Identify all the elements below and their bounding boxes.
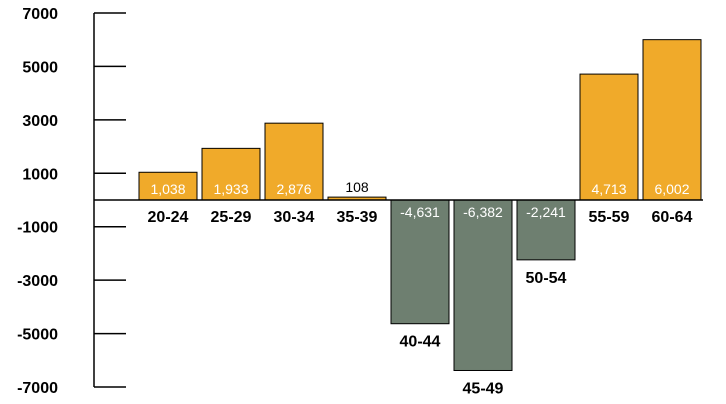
- bar-50-54: [516, 199, 576, 261]
- category-label: 30-34: [274, 209, 315, 226]
- category-label: 45-49: [463, 380, 504, 397]
- data-label: 1,038: [150, 181, 185, 197]
- bar-60-64: [642, 39, 702, 201]
- bar-55-59: [579, 73, 639, 201]
- y-tick-label: 7000: [22, 6, 58, 23]
- y-tick-label: -3000: [17, 273, 58, 290]
- category-label: 60-64: [652, 209, 693, 226]
- category-labels: 20-24 25-29 30-34 35-39 40-44 45-49 50-54 55-59…: [148, 209, 693, 397]
- category-label: 40-44: [400, 334, 441, 351]
- data-label: -2,241: [526, 204, 566, 220]
- y-tick-label: 3000: [22, 113, 58, 130]
- category-label: 50-54: [526, 270, 567, 287]
- data-label: 2,876: [276, 181, 311, 197]
- data-label: 1,933: [213, 181, 248, 197]
- y-tick-label: -5000: [17, 327, 58, 344]
- y-tick-label: 1000: [22, 166, 58, 183]
- bar-45-49: [453, 199, 513, 371]
- bar-40-44: [390, 199, 450, 325]
- data-label: 108: [345, 179, 369, 195]
- bar-20-24: [138, 171, 198, 201]
- data-label: -4,631: [400, 204, 440, 220]
- y-tick-label: -1000: [17, 220, 58, 237]
- category-label: 25-29: [211, 209, 252, 226]
- data-labels: 1,038 1,933 2,876 108 -4,631 -6,382 -2,241 4,71…: [150, 179, 689, 220]
- y-tick-label: 5000: [22, 59, 58, 76]
- category-label: 20-24: [148, 209, 189, 226]
- y-axis-ticks: 7000 5000 3000 1000 -1000 -3000 -5000 -7000: [17, 6, 126, 397]
- bars: [138, 39, 702, 371]
- y-tick-label: -7000: [17, 380, 58, 397]
- data-label: -6,382: [463, 204, 503, 220]
- category-label: 35-39: [337, 209, 378, 226]
- bar-30-34: [264, 122, 324, 201]
- category-label: 55-59: [589, 209, 630, 226]
- data-label: 4,713: [591, 181, 626, 197]
- data-label: 6,002: [654, 181, 689, 197]
